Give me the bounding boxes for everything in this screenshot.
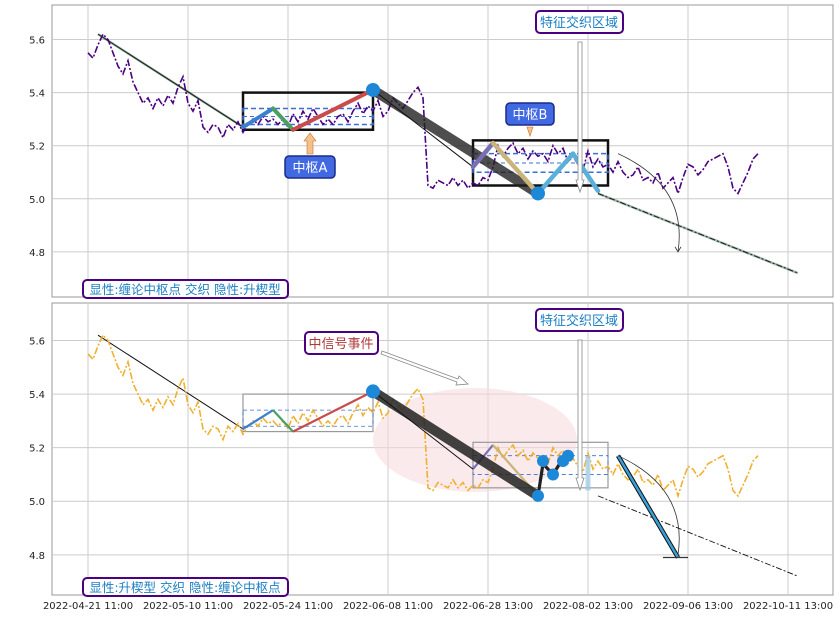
top-pivot-low [531,186,545,201]
bottom-center-a-segment-1 [272,409,294,433]
mid-signal-label-box: 中信号事件 [304,331,379,355]
bottom-center-a-inner [242,409,374,427]
center-a-pointer [303,132,317,155]
x-tick-1: 2022-05-10 11:00 [143,601,233,612]
top-curved-arrowhead [674,246,682,253]
center-a-label-box: 中枢A [284,155,336,179]
bottom-feature-label-box: 特征交织区域 [535,308,624,332]
top-y-tick-4: 5.6 [29,36,45,47]
top-feature-label: 特征交织区域 [540,15,618,31]
bottom-wedge-node-3 [562,449,574,462]
x-tick-6: 2022-09-06 13:00 [643,601,733,612]
bottom-y-tick-0: 4.8 [29,551,45,562]
bottom-overlay [242,339,799,577]
top-trend-line-1b [97,33,244,128]
mid-signal-pointer [380,350,469,386]
top-down-thin [372,89,474,168]
center-b-segment-1 [490,140,541,196]
x-tick-5: 2022-08-02 13:00 [543,601,633,612]
top-y-tick-2: 5.2 [29,142,45,153]
center-b-label: 中枢B [513,108,548,123]
highlight-ellipse [373,388,577,492]
top-y-tick-labels: 4.8 5.0 5.2 5.4 5.6 [29,36,45,259]
bottom-center-a-segment-0 [242,409,274,430]
center-a-segment-0 [241,106,275,130]
top-y-tick-0: 4.8 [29,248,45,259]
center-a-segment-1 [271,106,295,132]
center-a-label: 中枢A [293,161,328,176]
top-curved-arrow [617,153,680,252]
bottom-down-thin [372,391,474,470]
bottom-y-tick-labels: 4.8 5.0 5.2 5.4 5.6 [29,337,45,562]
x-tick-7: 2022-10-11 13:00 [743,601,833,612]
x-tick-0: 2022-04-21 11:00 [43,601,133,612]
bottom-steep-line [616,455,680,559]
bottom-trend-line-1 [97,334,244,430]
bottom-down-leg [368,386,543,501]
top-plot-frame [51,4,834,298]
bottom-y-tick-3: 5.4 [29,390,45,401]
bottom-y-tick-1: 5.0 [29,497,45,508]
top-feature-label-box: 特征交织区域 [535,10,624,34]
bottom-price-series [87,333,759,499]
top-pivot-high [366,82,380,97]
bottom-caption-box: 显性:升楔型 交织 隐性:缠论中枢点 [82,577,289,597]
x-tick-3: 2022-06-08 11:00 [343,601,433,612]
bottom-y-tick-4: 5.6 [29,337,45,348]
bottom-caption: 显性:升楔型 交织 隐性:缠论中枢点 [89,580,280,595]
top-panel: 4.8 5.0 5.2 5.4 5.6 中枢A 中枢B 特征交织区域 显性:缠论中枢点 … [29,4,834,299]
bottom-panel: 4.8 5.0 5.2 5.4 5.6 中信号事件 特征交织区域 显性:升楔型 交织 隐… [29,302,834,597]
bottom-y-tick-2: 5.2 [29,444,45,455]
center-b-segment-3 [570,151,601,194]
x-tick-labels: 2022-04-21 11:00 2022-05-10 11:00 2022-05-… [43,601,833,612]
center-a-segment-2 [291,87,375,132]
top-caption-box: 显性:缠论中枢点 交织 隐性:升楔型 [82,279,289,299]
top-caption: 显性:缠论中枢点 交织 隐性:升楔型 [89,282,280,297]
bottom-wedge-node-0 [537,455,549,468]
center-b-segment-2 [535,151,576,196]
bottom-pivot-high [366,384,380,399]
center-b-segment-0 [470,140,496,170]
bottom-pivot-low [532,489,544,502]
x-tick-4: 2022-06-28 13:00 [443,601,533,612]
bottom-feature-pointer [575,339,585,492]
top-y-tick-1: 5.0 [29,195,45,206]
bottom-center-a-segment-2 [292,390,374,433]
top-feature-pointer [575,41,585,194]
center-b-pointer [526,126,534,137]
mid-signal-label: 中信号事件 [308,337,373,352]
top-overlay [241,41,799,275]
top-price-series [87,32,759,197]
center-b-label-box: 中枢B [505,102,555,126]
bottom-curved-arrow [617,455,680,555]
bottom-wedge-node-1 [547,468,559,481]
top-down-leg [368,84,543,199]
x-tick-2: 2022-05-24 11:00 [243,601,333,612]
top-y-tick-3: 5.4 [29,89,45,100]
top-projection-band [597,192,799,275]
bottom-feature-label: 特征交织区域 [540,313,618,329]
